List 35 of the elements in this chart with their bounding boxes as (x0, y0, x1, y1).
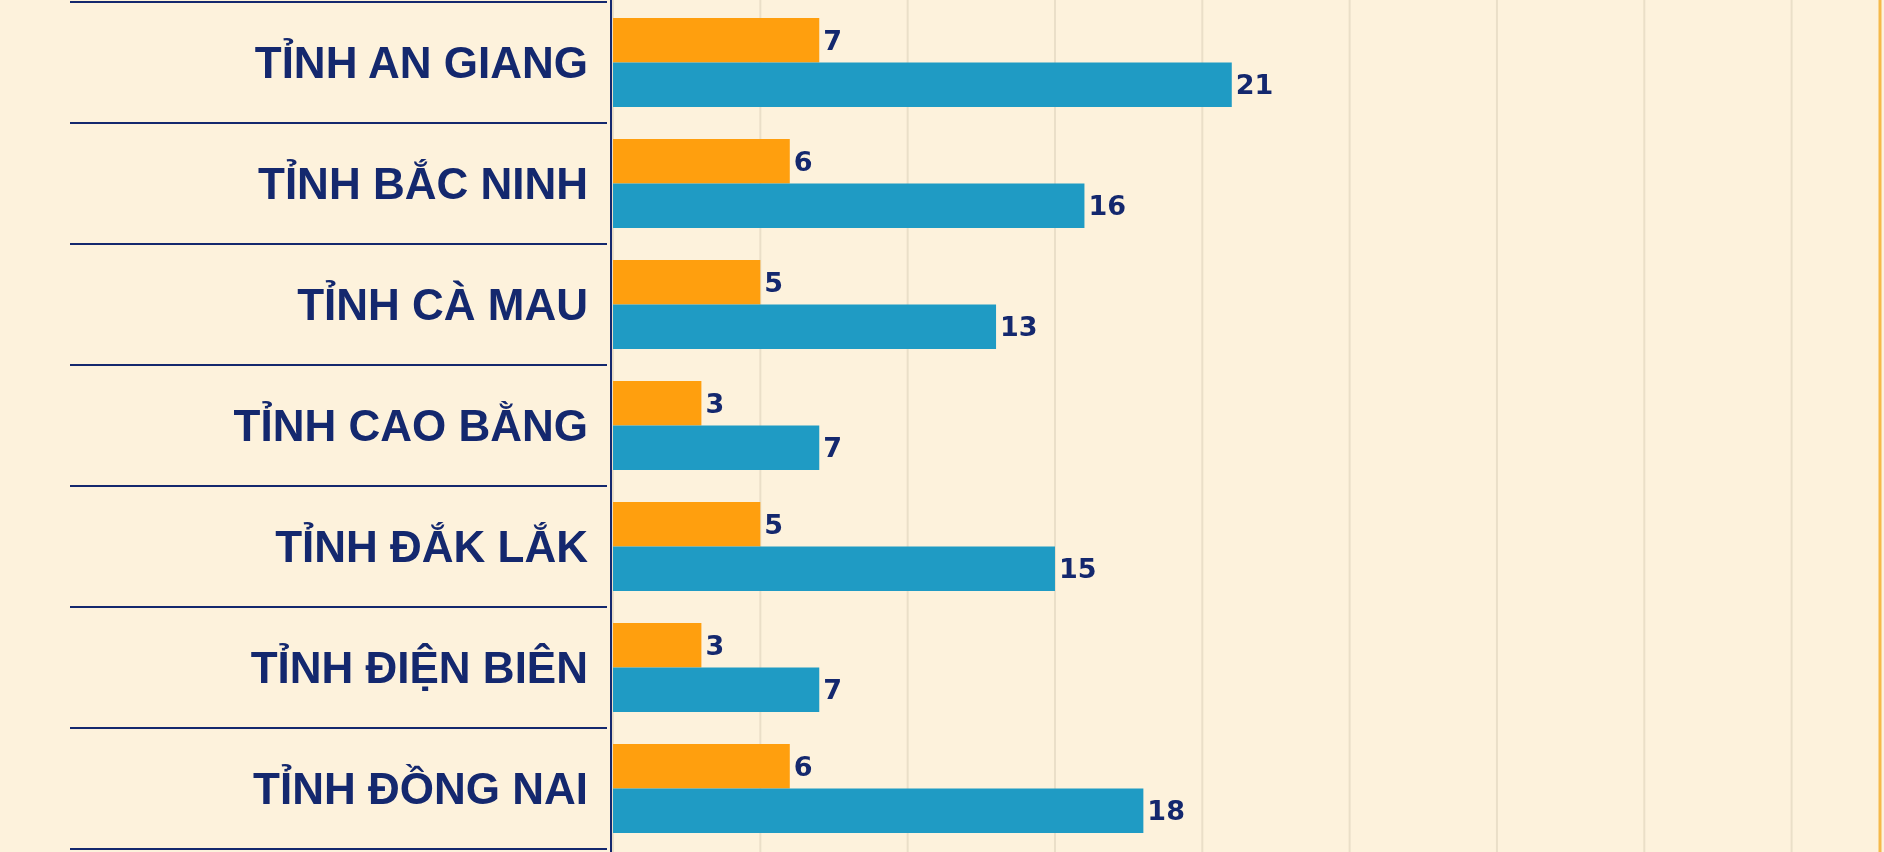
data-label: 3 (705, 387, 725, 419)
y-tick-label: TỈNH BẮC NINH (258, 159, 588, 208)
data-label: 5 (764, 266, 784, 298)
data-label: 6 (793, 750, 813, 782)
bar (613, 18, 820, 63)
data-label: 15 (1058, 553, 1097, 585)
data-label: 21 (1235, 69, 1274, 101)
bar (613, 788, 1144, 833)
y-tick-label: TỈNH ĐẮK LẮK (275, 522, 589, 571)
data-label: 18 (1147, 795, 1185, 827)
y-tick-label: TỈNH AN GIANG (254, 38, 588, 87)
bar (613, 425, 820, 470)
bar (613, 667, 820, 712)
data-label: 7 (823, 24, 843, 56)
data-label: 6 (793, 145, 813, 177)
bar (613, 62, 1232, 107)
data-label: 7 (823, 432, 843, 464)
bar (613, 502, 761, 547)
y-tick-label: TỈNH CÀ MAU (297, 280, 588, 329)
bar (613, 260, 761, 305)
y-tick-label: TỈNH CAO BẰNG (233, 401, 588, 450)
bar (613, 183, 1085, 228)
y-tick-label: TỈNH ĐIỆN BIÊN (250, 643, 588, 692)
data-label: 13 (1000, 311, 1038, 343)
bar (613, 304, 997, 349)
data-label: 7 (823, 674, 843, 706)
y-tick-label: TỈNH ĐỒNG NAI (253, 764, 588, 813)
data-label: 16 (1088, 190, 1127, 222)
bar (613, 381, 702, 426)
data-label: 5 (764, 508, 784, 540)
data-label: 3 (705, 629, 725, 661)
bar (613, 139, 790, 184)
bar (613, 623, 702, 668)
bar (613, 744, 790, 789)
bar (613, 546, 1055, 591)
